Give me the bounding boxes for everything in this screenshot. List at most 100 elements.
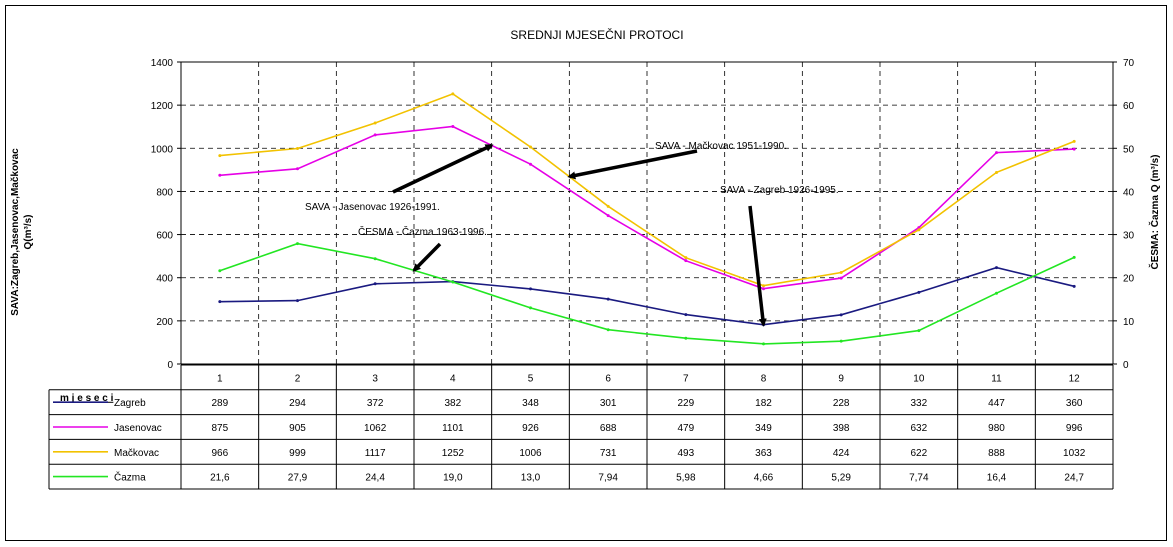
data-point--azma bbox=[218, 269, 222, 273]
table-cell: 19,0 bbox=[443, 473, 463, 484]
data-point--azma bbox=[684, 336, 688, 340]
data-point--azma bbox=[373, 257, 377, 261]
data-point-jasenovac bbox=[839, 276, 843, 280]
table-header-month: 9 bbox=[838, 373, 844, 384]
table-header-month: 10 bbox=[913, 373, 925, 384]
table-cell: 731 bbox=[600, 448, 617, 459]
data-point-ma-kovac bbox=[296, 147, 299, 151]
table-cell: 349 bbox=[755, 423, 772, 434]
table-cell: 16,4 bbox=[987, 473, 1007, 484]
table-header-month: 4 bbox=[450, 373, 456, 384]
table-header-month: 6 bbox=[605, 373, 611, 384]
data-point-jasenovac bbox=[606, 214, 610, 218]
chart-title: SREDNJI MJESEČNI PROTOCI bbox=[510, 27, 683, 42]
table-header-month: 11 bbox=[991, 373, 1002, 384]
legend-label-zagreb: Zagreb bbox=[114, 398, 146, 409]
table-cell: 1062 bbox=[364, 423, 387, 434]
data-point--azma bbox=[529, 306, 532, 310]
series-line-jasenovac bbox=[219, 125, 1075, 290]
table-header-month: 2 bbox=[295, 373, 301, 384]
table-cell: 1252 bbox=[442, 448, 465, 459]
annotation-label: SAVA - Mačkovac 1951-1990. bbox=[655, 141, 787, 152]
right-tick-label: 60 bbox=[1123, 101, 1135, 112]
legend-label-ma-kovac: Mačkovac bbox=[114, 448, 159, 459]
annotation-label: SAVA - Jasenovac 1926-1991. bbox=[305, 202, 440, 213]
data-table: 1 2 3 4 5 6 7 8 9 10 11 12m j e s e c i Zagreb 289 294… bbox=[48, 364, 1114, 490]
left-y-axis: 0 200 400 600 800 1000 1200 1400 bbox=[151, 58, 181, 371]
right-tick-label: 50 bbox=[1123, 144, 1135, 155]
annotation-label: ČESMA - Čazma 1963-1996. bbox=[358, 225, 487, 238]
x-axis-label: m j e s e c i bbox=[60, 393, 114, 404]
data-point-zagreb bbox=[296, 299, 299, 303]
data-point-jasenovac bbox=[995, 151, 998, 155]
table-cell: 289 bbox=[211, 398, 228, 409]
data-point-ma-kovac bbox=[995, 170, 998, 174]
data-point--azma bbox=[839, 339, 843, 343]
left-tick-label: 200 bbox=[156, 317, 173, 328]
table-cell: 360 bbox=[1066, 398, 1083, 409]
data-point--azma bbox=[1072, 255, 1076, 259]
table-cell: 27,9 bbox=[288, 473, 308, 484]
left-tick-label: 600 bbox=[156, 231, 173, 242]
data-point--azma bbox=[995, 291, 998, 295]
right-tick-label: 0 bbox=[1123, 360, 1129, 371]
data-point--azma bbox=[451, 280, 455, 284]
table-cell: 1101 bbox=[442, 423, 464, 434]
table-cell: 24,7 bbox=[1064, 473, 1084, 484]
left-axis-label: SAVA:Zagreb,Jasenovac,Mačkovac bbox=[10, 148, 21, 316]
right-tick-label: 70 bbox=[1123, 58, 1135, 69]
table-cell: 479 bbox=[677, 423, 694, 434]
table-cell: 980 bbox=[988, 423, 1005, 434]
grid bbox=[180, 61, 1114, 365]
table-cell: 24,4 bbox=[365, 473, 385, 484]
table-cell: 1006 bbox=[519, 448, 542, 459]
series-line--azma bbox=[219, 242, 1075, 345]
data-point-ma-kovac bbox=[529, 145, 532, 149]
table-cell: 424 bbox=[833, 448, 850, 459]
data-point-ma-kovac bbox=[684, 256, 688, 260]
series-lines bbox=[218, 92, 1076, 346]
table-cell: 7,94 bbox=[598, 473, 618, 484]
table-cell: 966 bbox=[211, 448, 228, 459]
data-point-jasenovac bbox=[451, 124, 455, 128]
left-tick-label: 400 bbox=[156, 274, 173, 285]
data-point-ma-kovac bbox=[606, 204, 610, 208]
data-point-zagreb bbox=[995, 266, 998, 270]
data-point-ma-kovac bbox=[917, 228, 921, 232]
table-cell: 888 bbox=[988, 448, 1005, 459]
data-point-zagreb bbox=[606, 297, 610, 301]
table-cell: 5,29 bbox=[831, 473, 851, 484]
table-cell: 875 bbox=[211, 423, 228, 434]
table-cell: 372 bbox=[367, 398, 384, 409]
table-cell: 999 bbox=[289, 448, 306, 459]
table-cell: 348 bbox=[522, 398, 539, 409]
table-header-month: 5 bbox=[528, 373, 534, 384]
series-line-zagreb bbox=[219, 266, 1075, 326]
table-cell: 301 bbox=[600, 398, 617, 409]
data-point-zagreb bbox=[684, 313, 688, 317]
table-cell: 688 bbox=[600, 423, 617, 434]
data-point-ma-kovac bbox=[1072, 139, 1076, 143]
left-axis-label-unit: Q(m³/s) bbox=[23, 215, 34, 250]
data-point-ma-kovac bbox=[373, 121, 377, 125]
legend-label-jasenovac: Jasenovac bbox=[114, 423, 162, 434]
table-cell: 996 bbox=[1066, 423, 1083, 434]
right-tick-label: 40 bbox=[1123, 187, 1135, 198]
data-point-jasenovac bbox=[1072, 147, 1076, 151]
table-cell: 1032 bbox=[1063, 448, 1086, 459]
table-cell: 447 bbox=[988, 398, 1005, 409]
data-point-zagreb bbox=[218, 300, 222, 304]
data-point-ma-kovac bbox=[839, 271, 843, 275]
right-tick-label: 10 bbox=[1123, 317, 1135, 328]
table-cell: 926 bbox=[522, 423, 539, 434]
table-header-month: 8 bbox=[761, 373, 767, 384]
series-line-ma-kovac bbox=[219, 93, 1075, 287]
data-point--azma bbox=[917, 329, 921, 333]
right-y-axis: 0 10 20 30 40 50 60 70 bbox=[1113, 58, 1135, 371]
table-cell: 905 bbox=[289, 423, 306, 434]
table-cell: 363 bbox=[755, 448, 772, 459]
left-tick-label: 800 bbox=[156, 187, 173, 198]
annotation-arrow bbox=[412, 242, 442, 272]
table-cell: 4,66 bbox=[754, 473, 774, 484]
